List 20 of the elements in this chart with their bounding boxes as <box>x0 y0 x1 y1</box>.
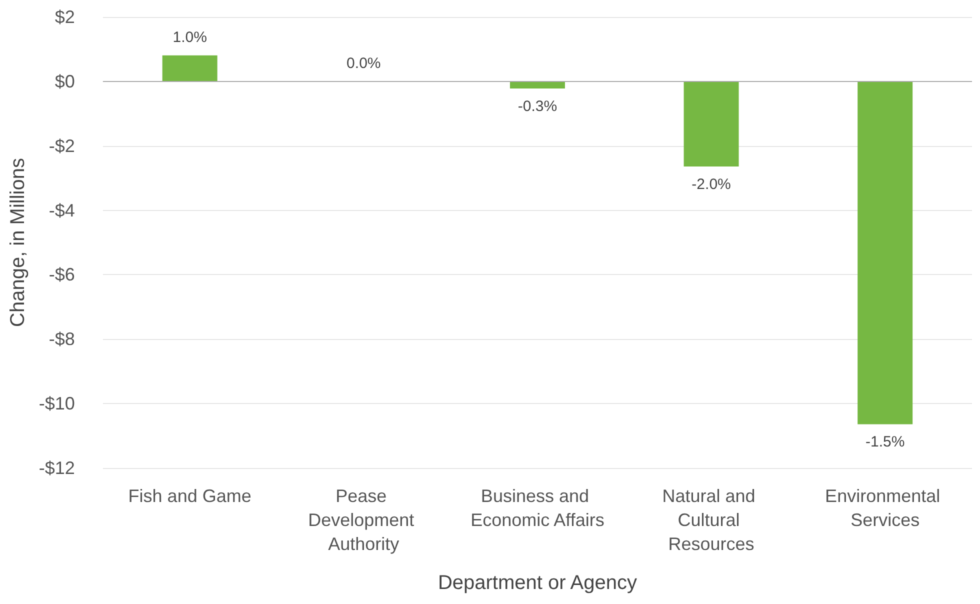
x-tick-label: Business and Economic Affairs <box>470 486 604 530</box>
x-axis-title: Department or Agency <box>438 572 637 594</box>
annotation: -2.0% <box>692 176 731 193</box>
y-tick-label: $2 <box>54 7 75 27</box>
annotation: -1.5% <box>866 434 905 451</box>
annotation: -0.3% <box>518 98 558 116</box>
y-axis-title: Change, in Millions <box>7 158 29 327</box>
y-tick-label: -$8 <box>48 329 75 350</box>
y-tick-label: $0 <box>54 71 75 92</box>
x-tick-label: Natural and Cultural Resources <box>662 486 760 554</box>
y-tick-label: -$10 <box>38 394 75 414</box>
annotation: 0.0% <box>346 54 381 72</box>
y-tick-label: -$12 <box>38 458 75 478</box>
annotation: 1.0% <box>172 28 207 46</box>
x-tick-label: Pease Development Authority <box>308 486 420 554</box>
x-tick-label: Environmental Services <box>825 486 946 530</box>
y-tick-label: -$2 <box>48 136 75 156</box>
y-tick-label: -$6 <box>48 264 75 285</box>
y-tick-label: -$4 <box>48 200 75 220</box>
x-tick-label: Fish and Game <box>128 486 252 506</box>
